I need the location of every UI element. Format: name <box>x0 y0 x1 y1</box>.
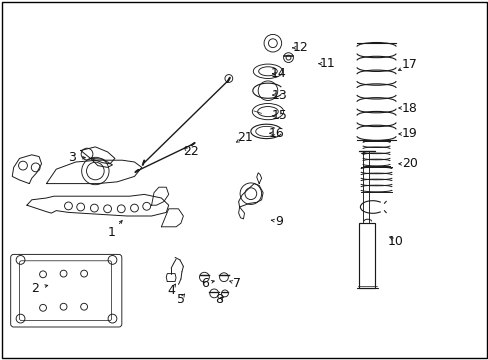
Text: 12: 12 <box>292 41 307 54</box>
Text: 18: 18 <box>401 102 417 114</box>
Text: 20: 20 <box>401 157 417 170</box>
Text: 1: 1 <box>107 226 115 239</box>
Text: 8: 8 <box>215 293 223 306</box>
Text: 10: 10 <box>387 235 403 248</box>
Text: 9: 9 <box>275 215 283 228</box>
Text: 22: 22 <box>183 145 198 158</box>
Text: 3: 3 <box>68 151 76 164</box>
Text: 14: 14 <box>270 67 286 80</box>
Text: 7: 7 <box>232 277 240 290</box>
Text: 16: 16 <box>268 127 284 140</box>
Text: 17: 17 <box>401 58 417 71</box>
Text: 4: 4 <box>167 284 175 297</box>
Text: 19: 19 <box>401 127 417 140</box>
Bar <box>359 223 374 288</box>
Text: 6: 6 <box>201 277 209 290</box>
Text: 11: 11 <box>319 57 335 70</box>
Text: 5: 5 <box>177 293 184 306</box>
Bar <box>362 151 368 223</box>
Text: 21: 21 <box>236 131 252 144</box>
Text: 13: 13 <box>271 89 287 102</box>
Text: 15: 15 <box>271 109 287 122</box>
Text: 2: 2 <box>31 282 39 295</box>
